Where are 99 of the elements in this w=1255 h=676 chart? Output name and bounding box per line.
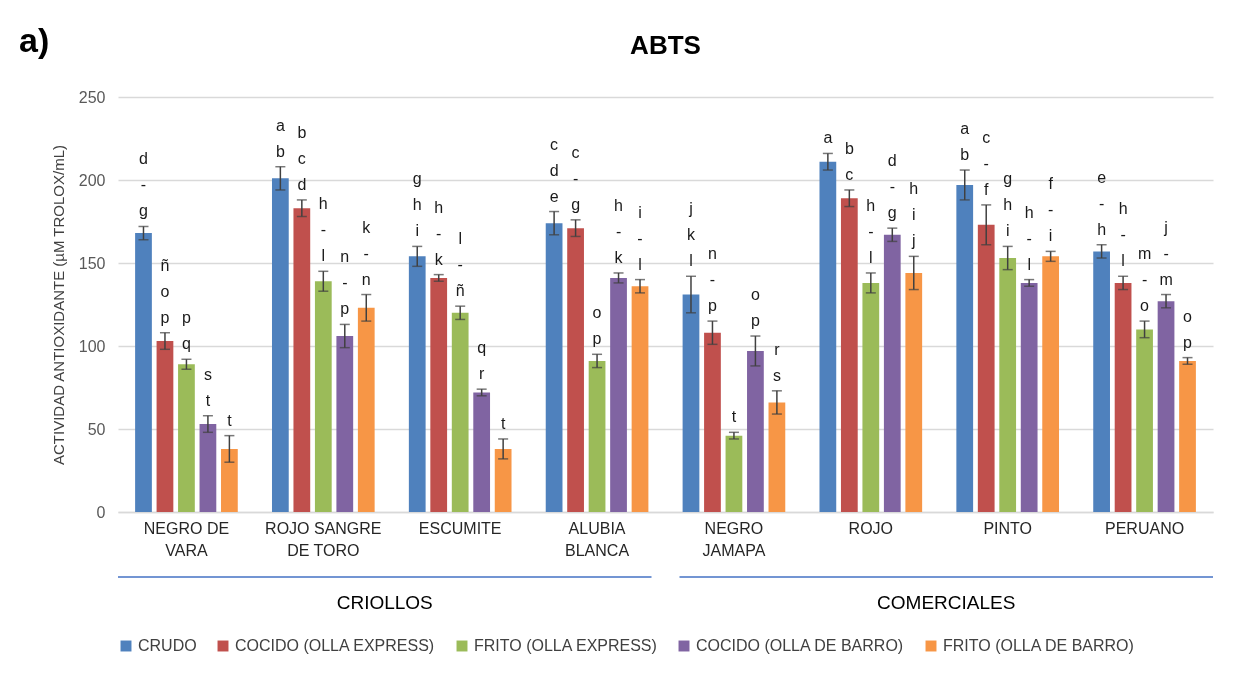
- data-label: e-h: [1097, 168, 1107, 238]
- data-label: ab: [275, 116, 285, 160]
- text: a): [19, 21, 50, 59]
- data-label: h-l: [1118, 200, 1128, 270]
- y-tick-label: 50: [87, 420, 106, 438]
- data-label: f-i: [1047, 175, 1054, 245]
- bar: [768, 402, 786, 512]
- data-label: l-ñ: [455, 230, 465, 300]
- data-label: st: [203, 365, 212, 409]
- bar: [977, 224, 995, 512]
- bar: [905, 272, 923, 512]
- bar: [682, 294, 700, 512]
- data-label: ghi: [1003, 170, 1013, 240]
- bar: [747, 350, 764, 512]
- data-label: c-g: [571, 143, 581, 213]
- data-label: h-k: [434, 198, 444, 268]
- bar: [271, 178, 289, 512]
- bar: [156, 341, 174, 512]
- data-label: bcd: [297, 123, 307, 193]
- bar: [357, 307, 375, 512]
- x-tick-label: NEGRO DE VARA: [143, 519, 230, 559]
- bar: [1042, 256, 1060, 512]
- data-label: hij: [909, 180, 919, 250]
- bar: [1114, 282, 1132, 512]
- data-label: m-o: [1137, 245, 1152, 315]
- bar: [135, 233, 152, 512]
- bar: [819, 161, 837, 512]
- bar: [588, 360, 606, 512]
- data-label: bc: [844, 139, 854, 183]
- bar: [293, 208, 311, 512]
- bar: [1157, 301, 1175, 512]
- y-tick-label: 250: [78, 88, 106, 106]
- y-tick-label: 0: [96, 503, 106, 521]
- data-label: h-l: [866, 196, 876, 266]
- bar: [221, 448, 238, 512]
- y-axis-title: ACTIVIDAD ANTIOXIDANTE (µM TROLOX/mL): [49, 144, 67, 466]
- text: CRIOLLOS: [336, 592, 433, 613]
- data-label: jkl: [686, 200, 696, 270]
- bar: [451, 312, 469, 512]
- bar: [610, 277, 627, 512]
- data-label: t: [227, 411, 233, 429]
- chart-title: ABTS: [630, 30, 701, 60]
- data-label: a: [823, 129, 833, 147]
- bar: [545, 223, 563, 512]
- legend-label: FRITO (OLLA DE BARRO): [943, 637, 1134, 654]
- data-label: op: [1183, 307, 1193, 351]
- data-label: k-n: [361, 218, 372, 288]
- data-label: op: [750, 286, 760, 330]
- bar: [178, 364, 195, 512]
- bar: [704, 332, 721, 512]
- data-label: op: [592, 304, 602, 348]
- bar: [862, 282, 880, 512]
- bar: [840, 198, 858, 512]
- data-label: j-m: [1159, 218, 1173, 288]
- bar: [1093, 251, 1110, 512]
- data-label: qr: [477, 339, 487, 383]
- y-tick-label: 150: [78, 254, 106, 272]
- bar: [336, 336, 354, 512]
- data-label: rs: [772, 340, 781, 384]
- data-label: t: [731, 408, 737, 426]
- x-tick-label: ALUBIA BLANCA: [565, 519, 630, 559]
- data-label: pq: [181, 309, 191, 353]
- data-label: ghi: [412, 170, 422, 240]
- bar: [883, 234, 901, 512]
- x-tick-label: ROJO: [848, 519, 894, 537]
- data-label: t: [500, 414, 506, 432]
- data-label: c-f: [982, 128, 991, 198]
- bar: [199, 424, 217, 512]
- data-label: h-l: [318, 195, 328, 265]
- legend-label: COCIDO (OLLA DE BARRO): [696, 637, 904, 654]
- data-label: n-p: [708, 245, 718, 315]
- legend-label: COCIDO (OLLA EXPRESS): [235, 637, 435, 654]
- data-label: cde: [549, 135, 559, 205]
- x-tick-label: PINTO: [983, 519, 1032, 537]
- y-tick-label: 100: [78, 337, 106, 355]
- x-tick-label: PERUANO: [1105, 519, 1185, 537]
- x-tick-label: ESCUMITE: [418, 519, 502, 537]
- bar: [314, 281, 332, 512]
- data-label: ñop: [160, 256, 170, 326]
- data-label: h-l: [1024, 203, 1034, 273]
- x-tick-label: ROJO SANGRE DE TORO: [265, 519, 382, 559]
- data-label: n-p: [340, 248, 350, 318]
- data-label: d-g: [139, 150, 148, 220]
- bar: [999, 258, 1017, 512]
- bar: [494, 448, 512, 512]
- bar: [1136, 329, 1153, 512]
- bar: [408, 256, 426, 512]
- bar: [631, 286, 649, 512]
- bar: [567, 228, 584, 512]
- y-tick-label: 200: [78, 171, 106, 189]
- legend-label: CRUDO: [138, 637, 197, 654]
- data-label: i-l: [637, 203, 643, 273]
- data-label: d-g: [887, 152, 897, 222]
- x-tick-label: NEGRO JAMAPA: [702, 519, 766, 559]
- data-label: ab: [960, 120, 970, 164]
- data-label: h-k: [614, 196, 624, 266]
- text: COMERCIALES: [877, 592, 1016, 613]
- legend-label: FRITO (OLLA EXPRESS): [474, 637, 657, 654]
- bar: [956, 184, 974, 512]
